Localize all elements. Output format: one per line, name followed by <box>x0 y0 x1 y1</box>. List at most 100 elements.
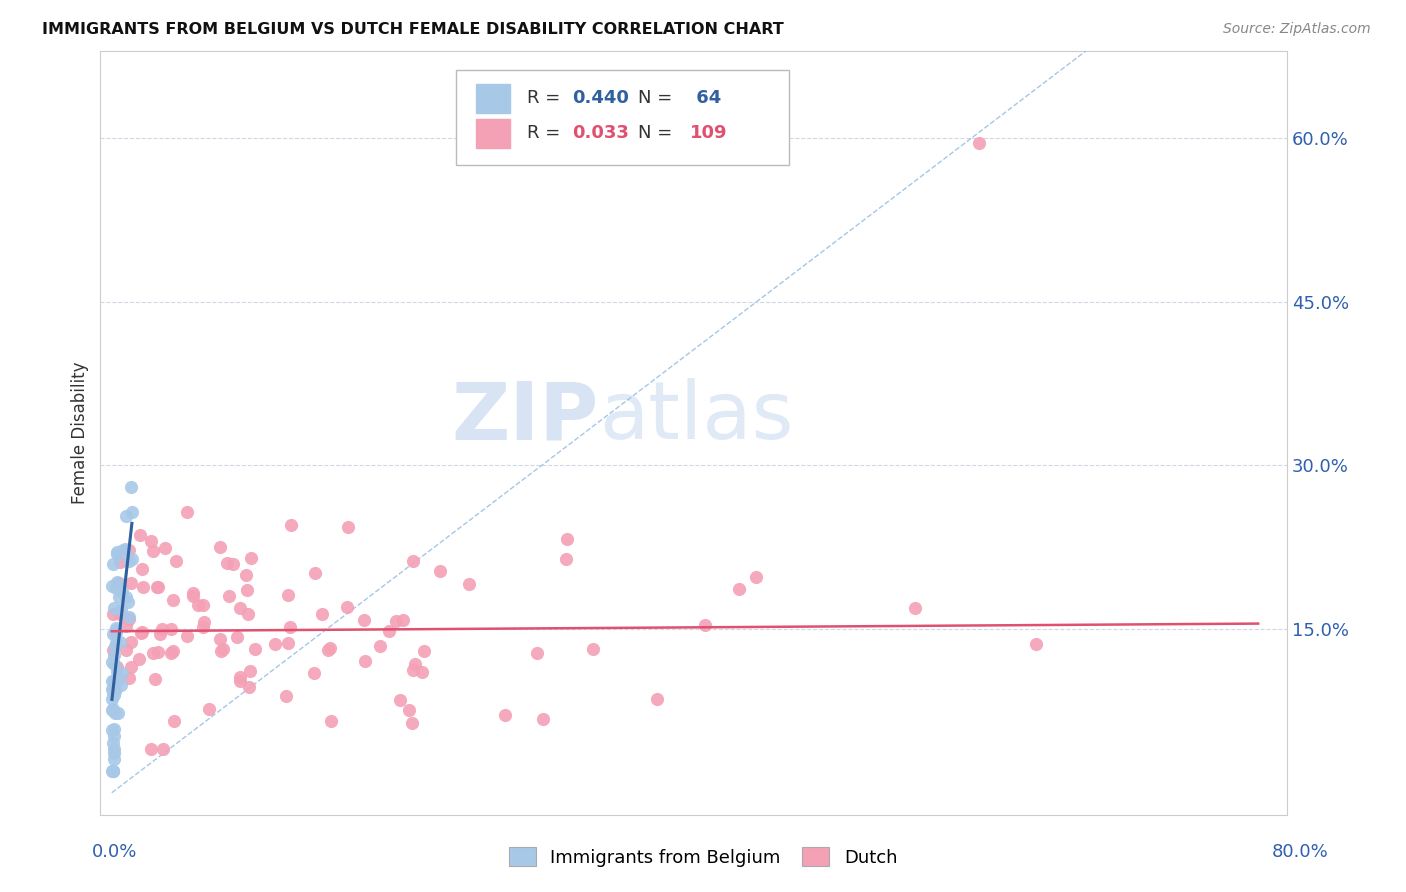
Point <box>398 703 420 717</box>
Point <box>208 632 231 646</box>
Point <box>108 591 131 605</box>
Point <box>111 584 134 599</box>
Point <box>278 620 301 634</box>
Point <box>162 592 184 607</box>
Point <box>128 652 150 666</box>
Point <box>139 534 162 549</box>
Point <box>104 623 127 637</box>
Point <box>103 657 125 672</box>
Point <box>101 692 124 706</box>
Point <box>110 634 132 648</box>
Text: 0.033: 0.033 <box>572 124 630 142</box>
Point <box>378 624 401 638</box>
Point <box>146 581 169 595</box>
Point <box>531 712 554 726</box>
Point <box>264 637 287 651</box>
Point <box>107 706 129 720</box>
Point <box>319 640 342 655</box>
Text: 0.0%: 0.0% <box>91 843 136 861</box>
Point <box>229 670 252 684</box>
Point <box>141 742 163 756</box>
Point <box>411 665 433 680</box>
Point <box>302 665 325 680</box>
Point <box>239 665 262 679</box>
Bar <box>477 119 510 148</box>
Point <box>555 533 578 547</box>
Point <box>101 579 124 593</box>
Point <box>103 680 125 694</box>
Point <box>104 636 127 650</box>
Text: R =: R = <box>527 89 567 107</box>
Point <box>236 583 259 598</box>
Point <box>429 564 451 578</box>
Point <box>225 630 247 644</box>
Point <box>103 688 125 702</box>
Point <box>103 747 125 761</box>
Point <box>101 686 124 700</box>
Text: ZIP: ZIP <box>451 378 599 457</box>
Point <box>236 607 259 621</box>
Text: N =: N = <box>638 124 678 142</box>
Point <box>101 674 124 689</box>
Point <box>101 681 124 696</box>
Point <box>181 589 204 603</box>
Point <box>280 518 302 533</box>
Point <box>104 706 127 721</box>
Point <box>118 610 141 624</box>
Point <box>101 701 124 715</box>
Point <box>103 742 125 756</box>
Point <box>120 659 142 673</box>
Text: Source: ZipAtlas.com: Source: ZipAtlas.com <box>1223 22 1371 37</box>
Point <box>101 764 124 778</box>
Point <box>967 136 990 151</box>
Point <box>191 619 214 633</box>
Point <box>401 715 423 730</box>
Point <box>129 528 152 542</box>
Point <box>108 556 131 570</box>
Point <box>228 674 250 689</box>
Point <box>392 613 415 627</box>
Point <box>146 580 169 594</box>
Point <box>110 607 132 621</box>
Point <box>187 598 209 612</box>
Point <box>318 642 340 657</box>
Point <box>526 646 548 660</box>
Point <box>117 595 139 609</box>
Point <box>1025 637 1047 651</box>
Point <box>101 626 124 640</box>
Point <box>353 654 375 668</box>
Point <box>114 590 136 604</box>
Point <box>413 643 436 657</box>
Point <box>112 542 135 557</box>
Point <box>120 635 142 649</box>
Point <box>118 543 141 558</box>
Text: R =: R = <box>527 124 567 142</box>
Point <box>114 541 136 556</box>
Point <box>115 643 138 657</box>
Point <box>103 729 125 743</box>
Point <box>146 645 169 659</box>
Point <box>101 703 124 717</box>
Point <box>304 566 326 581</box>
Point <box>728 582 751 596</box>
Point <box>121 551 143 566</box>
Point <box>370 639 392 653</box>
Point <box>160 646 183 660</box>
Point <box>108 575 131 590</box>
Point <box>163 714 186 728</box>
Point <box>101 764 124 778</box>
Point <box>176 505 198 519</box>
Text: IMMIGRANTS FROM BELGIUM VS DUTCH FEMALE DISABILITY CORRELATION CHART: IMMIGRANTS FROM BELGIUM VS DUTCH FEMALE … <box>42 22 785 37</box>
Point <box>101 764 124 778</box>
Point <box>745 570 768 584</box>
Point <box>101 723 124 737</box>
Point <box>229 600 252 615</box>
Point <box>152 742 174 756</box>
Point <box>118 671 141 685</box>
Point <box>336 520 359 534</box>
Point <box>101 736 124 750</box>
Point <box>319 714 342 729</box>
Point <box>193 615 215 629</box>
Point <box>105 673 128 688</box>
FancyBboxPatch shape <box>457 70 789 165</box>
